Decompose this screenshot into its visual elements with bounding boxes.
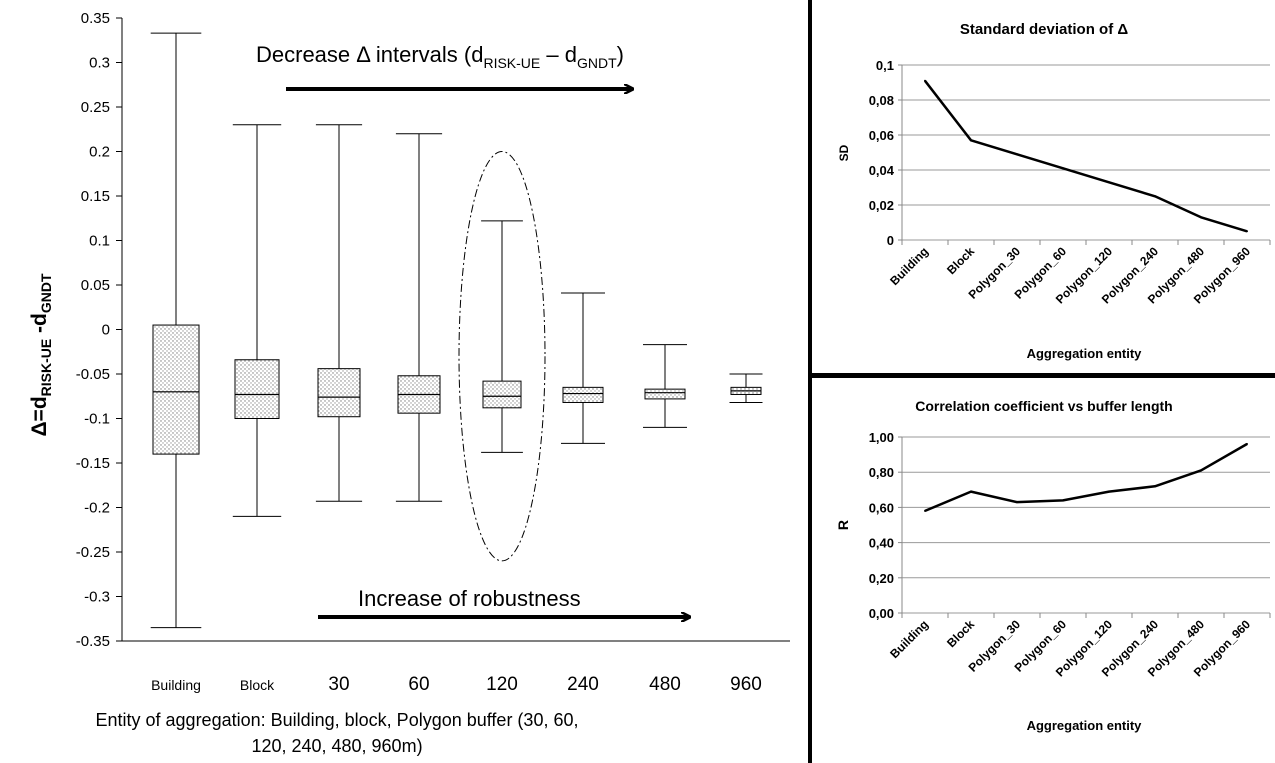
r-x-tick-label: Block	[944, 617, 977, 650]
r-data-point	[924, 509, 926, 512]
r-series-line	[924, 442, 1248, 513]
x-tick-label: 60	[408, 674, 429, 695]
sd-y-tick-label: 0,06	[869, 128, 894, 143]
r-x-axis-title: Aggregation entity	[1027, 718, 1143, 733]
boxplot-chart: Δ=dRISK-UE -dGNDT Decrease Δ intervals (…	[28, 10, 790, 756]
y-tick-label: -0.2	[84, 500, 110, 517]
y-tick-label: 0.3	[89, 55, 110, 72]
r-chart-panel: Correlation coefficient vs buffer length…	[812, 380, 1275, 763]
sd-data-point	[1062, 167, 1064, 170]
x-tick-label: Block	[240, 677, 275, 693]
sd-y-tick-label: 0,1	[876, 58, 894, 73]
x-tick-label: 120	[486, 674, 518, 695]
sd-data-point	[970, 139, 972, 142]
r-y-axis-title: R	[835, 520, 851, 530]
box-iqr	[317, 368, 361, 418]
x-axis-title-line1: Entity of aggregation: Building, block, …	[96, 710, 579, 730]
r-data-point	[1108, 490, 1110, 493]
r-y-tick-label: 0,60	[869, 500, 894, 515]
sd-chart-title: Standard deviation of Δ	[960, 21, 1129, 38]
r-data-point	[1200, 469, 1202, 472]
y-tick-label: 0.15	[81, 188, 110, 205]
r-line-chart: Correlation coefficient vs buffer length…	[835, 398, 1271, 733]
x-axis-title-line2: 120, 240, 480, 960m)	[251, 736, 422, 756]
sd-series-line	[924, 80, 1248, 233]
annotation-decrease-intervals: Decrease Δ intervals (dRISK-UE – dGNDT)	[256, 42, 624, 71]
r-y-tick-label: 0,80	[869, 465, 894, 480]
r-y-tick-label: 1,00	[869, 430, 894, 445]
sd-y-tick-label: 0,08	[869, 93, 894, 108]
r-data-point	[1016, 501, 1018, 504]
y-tick-label: -0.1	[84, 411, 110, 428]
y-tick-label: -0.3	[84, 589, 110, 606]
box-iqr	[234, 359, 280, 420]
sd-data-point	[1246, 230, 1248, 233]
sd-data-point	[1154, 195, 1156, 198]
sd-y-tick-label: 0,02	[869, 198, 894, 213]
y-tick-label: -0.25	[76, 544, 110, 561]
sd-x-axis-title: Aggregation entity	[1027, 346, 1143, 361]
y-tick-label: 0.2	[89, 144, 110, 161]
y-tick-label: -0.15	[76, 455, 110, 472]
box-iqr	[562, 386, 604, 403]
x-tick-label: 240	[567, 674, 599, 695]
x-tick-label: 960	[730, 674, 762, 695]
y-tick-label: 0.25	[81, 99, 110, 116]
sd-y-axis-title: SD	[837, 144, 851, 161]
r-chart-title: Correlation coefficient vs buffer length	[915, 398, 1172, 414]
x-tick-label: Building	[151, 677, 201, 693]
sd-data-point	[1108, 181, 1110, 184]
sd-y-tick-label: 0	[887, 233, 894, 248]
vertical-divider	[808, 0, 812, 763]
r-data-point	[1154, 485, 1156, 488]
box-iqr	[482, 380, 522, 409]
r-data-point	[1062, 499, 1064, 502]
horizontal-divider	[812, 373, 1275, 378]
r-data-point	[1246, 443, 1248, 446]
x-tick-label: 480	[649, 674, 681, 695]
sd-data-point	[924, 79, 926, 82]
y-tick-label: -0.05	[76, 366, 110, 383]
sd-data-point	[1200, 216, 1202, 219]
r-y-tick-label: 0,40	[869, 536, 894, 551]
r-y-tick-label: 0,00	[869, 606, 894, 621]
y-tick-label: 0	[102, 322, 110, 339]
sd-y-tick-label: 0,04	[869, 163, 895, 178]
y-tick-label: -0.35	[76, 633, 110, 650]
r-x-tick-label: Building	[887, 617, 931, 661]
y-tick-label: 0.05	[81, 277, 110, 294]
sd-data-point	[1016, 153, 1018, 156]
y-axis-title: Δ=dRISK-UE -dGNDT	[28, 273, 54, 437]
highlight-ellipse	[458, 151, 546, 562]
r-y-tick-label: 0,20	[869, 571, 894, 586]
sd-x-tick-label: Block	[944, 244, 977, 277]
box-iqr	[152, 324, 200, 455]
r-data-point	[970, 490, 972, 493]
sd-x-tick-label: Building	[887, 244, 931, 288]
y-tick-label: 0.35	[81, 10, 110, 27]
annotation-increase-robustness: Increase of robustness	[358, 586, 581, 611]
y-tick-label: 0.1	[89, 233, 110, 250]
sd-chart-panel: Standard deviation of Δ SD Aggregation e…	[812, 4, 1275, 374]
boxplot-panel: Δ=dRISK-UE -dGNDT Decrease Δ intervals (…	[28, 10, 790, 756]
sd-line-chart: Standard deviation of Δ SD Aggregation e…	[837, 21, 1271, 361]
box-iqr	[644, 388, 686, 400]
x-tick-label: 30	[328, 674, 349, 695]
